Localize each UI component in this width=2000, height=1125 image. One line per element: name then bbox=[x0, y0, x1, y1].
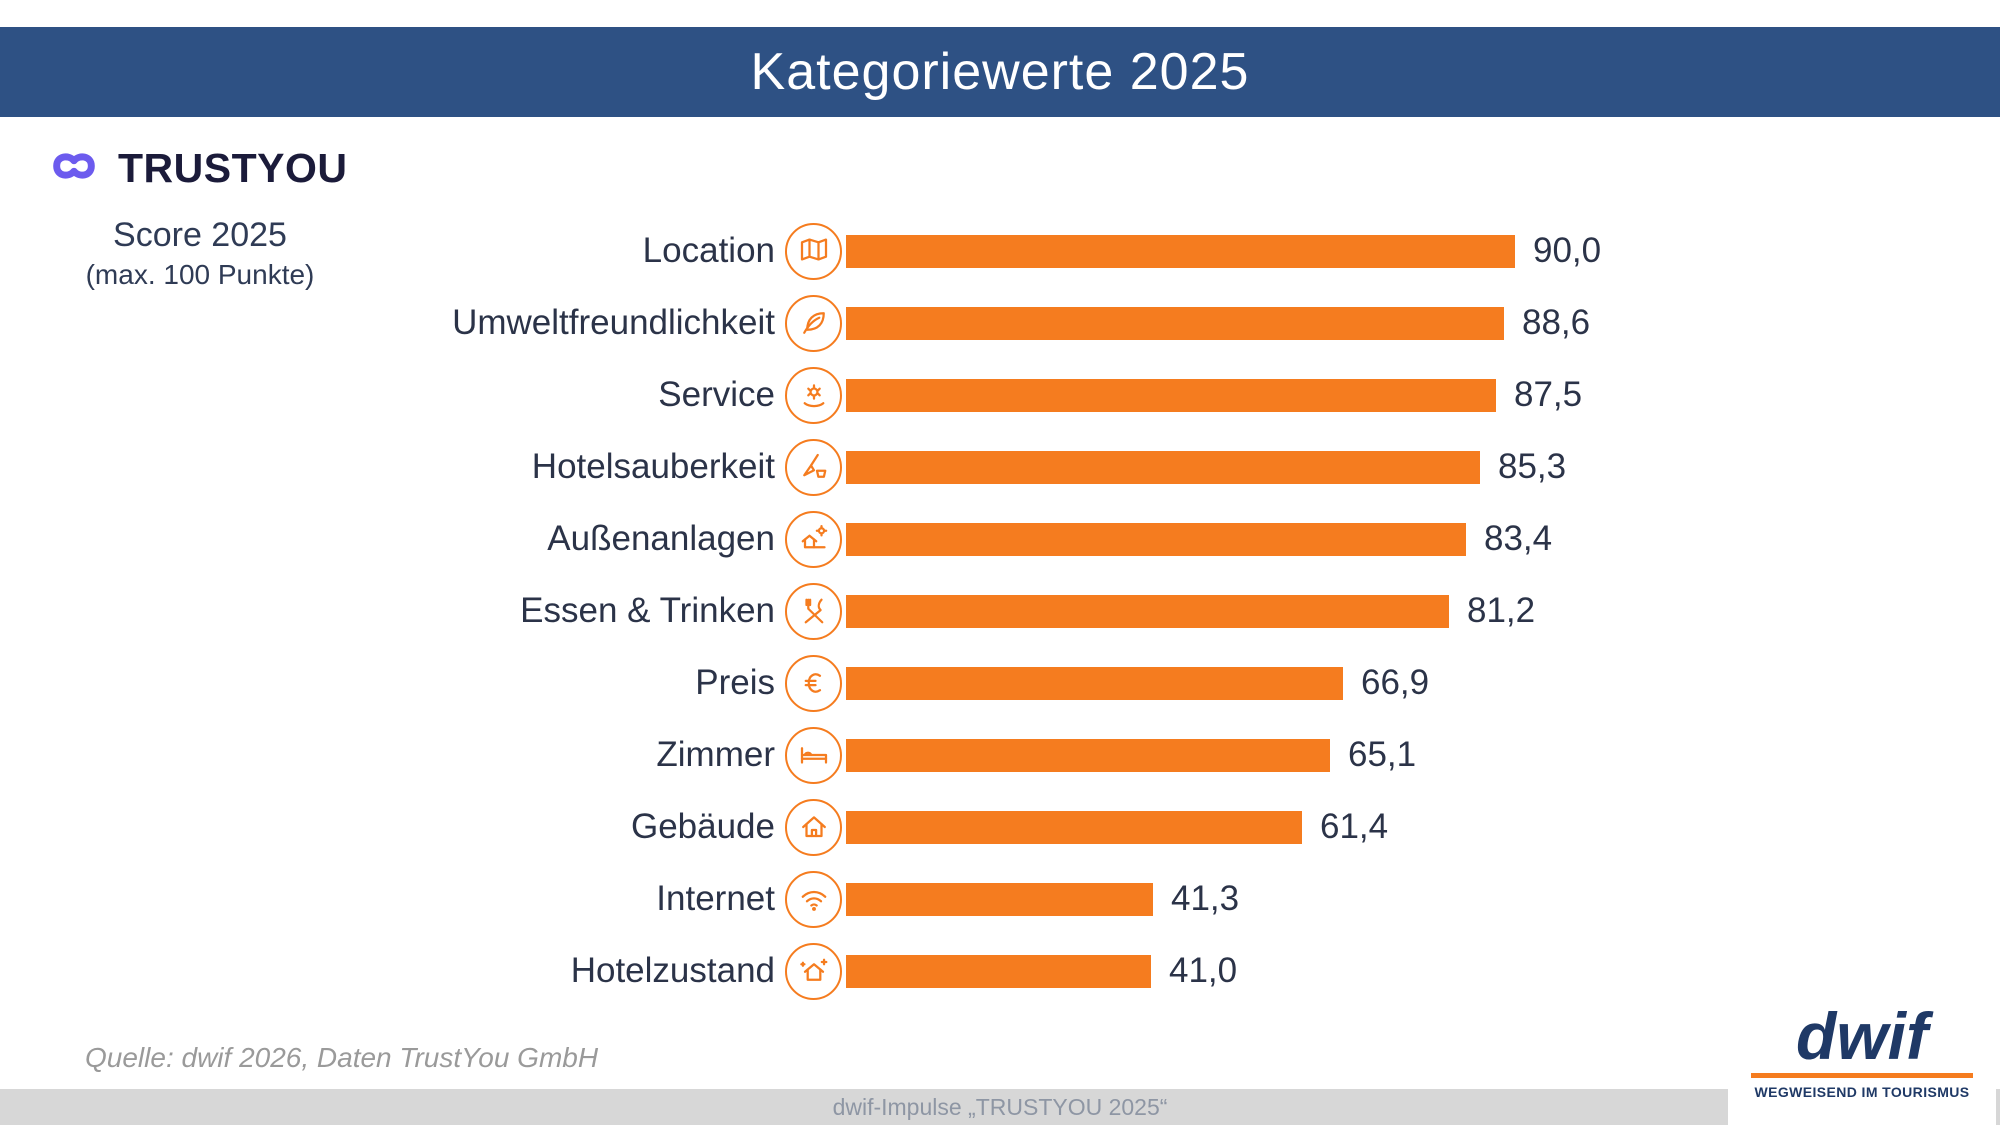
value-label: 65,1 bbox=[1348, 735, 1417, 774]
bar bbox=[846, 234, 1515, 268]
value-label: 83,4 bbox=[1484, 519, 1553, 558]
room-bed-icon bbox=[785, 726, 842, 784]
chart-row: Hotelzustand 41,0 bbox=[300, 935, 1601, 1007]
building-house-icon bbox=[785, 798, 842, 856]
bar bbox=[846, 882, 1153, 916]
chart-row: Hotelsauberkeit 85,3 bbox=[300, 431, 1601, 503]
score-note-line1: Score 2025 bbox=[113, 216, 287, 254]
category-label: Gebäude bbox=[630, 807, 775, 846]
chart-row: Internet 41,3 bbox=[300, 863, 1601, 935]
chart-row: Gebäude 61,4 bbox=[300, 791, 1601, 863]
price-euro-icon bbox=[785, 654, 842, 712]
bar bbox=[846, 738, 1330, 772]
category-label: Hotelsauberkeit bbox=[531, 447, 775, 486]
value-label: 81,2 bbox=[1467, 591, 1536, 630]
cleaning-broom-icon bbox=[785, 438, 842, 496]
category-label: Location bbox=[642, 231, 775, 270]
score-note-line2: (max. 100 Punkte) bbox=[85, 259, 315, 290]
bar bbox=[846, 522, 1466, 556]
dwif-logo: dwif WEGWEISEND IM TOURISMUS bbox=[1728, 1001, 1996, 1125]
dwif-wordmark: dwif bbox=[1796, 999, 1928, 1073]
service-gear-icon bbox=[785, 366, 842, 424]
map-location-icon bbox=[785, 222, 842, 280]
bar bbox=[846, 666, 1343, 700]
hotel-condition-icon bbox=[785, 942, 842, 1000]
value-label: 41,0 bbox=[1169, 951, 1238, 990]
eco-leaf-icon bbox=[785, 294, 842, 352]
header-band: Kategoriewerte 2025 bbox=[0, 27, 2000, 117]
category-label: Umweltfreundlichkeit bbox=[452, 303, 775, 342]
outdoor-facilities-icon bbox=[785, 510, 842, 568]
value-label: 85,3 bbox=[1498, 447, 1567, 486]
chart-row: Umweltfreundlichkeit 88,6 bbox=[300, 287, 1601, 359]
category-label: Essen & Trinken bbox=[520, 591, 775, 630]
category-label: Außenanlagen bbox=[547, 519, 775, 558]
chart-row: Service 87,5 bbox=[300, 359, 1601, 431]
value-label: 87,5 bbox=[1514, 375, 1583, 414]
trustyou-infinity-icon bbox=[42, 142, 106, 195]
bar bbox=[846, 954, 1151, 988]
value-label: 41,3 bbox=[1171, 879, 1240, 918]
chart-row: Essen & Trinken 81,2 bbox=[300, 575, 1601, 647]
bar bbox=[846, 594, 1449, 628]
chart-row: Zimmer 65,1 bbox=[300, 719, 1601, 791]
footer-strip: dwif-Impulse „TRUSTYOU 2025“ bbox=[0, 1089, 2000, 1125]
category-label: Preis bbox=[695, 663, 775, 702]
footer-strip-text: dwif-Impulse „TRUSTYOU 2025“ bbox=[832, 1093, 1168, 1120]
food-drink-icon bbox=[785, 582, 842, 640]
chart-row: Außenanlagen 83,4 bbox=[300, 503, 1601, 575]
trustyou-logo: TRUSTYOU bbox=[42, 142, 348, 195]
category-label: Service bbox=[658, 375, 775, 414]
category-label: Hotelzustand bbox=[570, 951, 775, 990]
bar bbox=[846, 810, 1302, 844]
value-label: 61,4 bbox=[1320, 807, 1389, 846]
value-label: 88,6 bbox=[1522, 303, 1591, 342]
bar bbox=[846, 306, 1504, 340]
page-title: Kategoriewerte 2025 bbox=[750, 43, 1250, 101]
bar bbox=[846, 378, 1496, 412]
category-label: Internet bbox=[656, 879, 775, 918]
score-note: Score 2025 (max. 100 Punkte) bbox=[40, 216, 360, 291]
internet-wifi-icon bbox=[785, 870, 842, 928]
value-label: 66,9 bbox=[1361, 663, 1430, 702]
source-note: Quelle: dwif 2026, Daten TrustYou GmbH bbox=[85, 1042, 599, 1073]
chart-row: Preis 66,9 bbox=[300, 647, 1601, 719]
trustyou-wordmark: TRUSTYOU bbox=[118, 145, 348, 191]
bar bbox=[846, 450, 1480, 484]
dwif-tagline: WEGWEISEND IM TOURISMUS bbox=[1754, 1084, 1970, 1101]
chart-row: Location 90,0 bbox=[300, 215, 1601, 287]
bar-chart: Location 90,0 Umweltfreundlichkeit 88,6 Serv… bbox=[300, 215, 1601, 1007]
value-label: 90,0 bbox=[1533, 231, 1602, 270]
category-label: Zimmer bbox=[656, 735, 775, 774]
dwif-orange-rule bbox=[1751, 1073, 1973, 1079]
